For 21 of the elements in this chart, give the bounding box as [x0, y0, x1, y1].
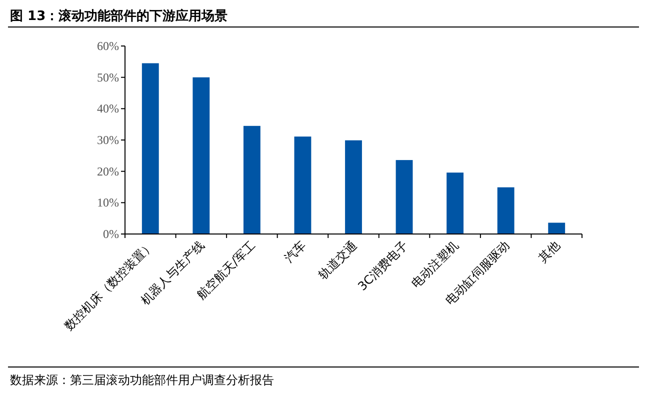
bar — [446, 172, 464, 234]
y-tick-label: 60% — [97, 39, 119, 53]
bar — [192, 77, 210, 234]
x-tick-label: 轨道交通 — [316, 238, 360, 282]
bar — [497, 187, 514, 234]
bar — [396, 160, 413, 234]
y-tick-label: 10% — [97, 196, 119, 210]
bar — [142, 63, 159, 234]
y-tick-label: 20% — [97, 164, 119, 178]
x-tick-label: 汽车 — [282, 238, 309, 266]
bar — [345, 140, 362, 234]
x-tick-label: 其他 — [536, 238, 563, 266]
y-tick-label: 40% — [97, 102, 119, 116]
y-tick-label: 0% — [103, 227, 119, 241]
source-note: 数据来源：第三届滚动功能部件用户调查分析报告 — [10, 373, 274, 387]
bar — [548, 222, 566, 234]
bar — [294, 136, 312, 234]
chart-title: 图 13：滚动功能部件的下游应用场景 — [10, 8, 228, 24]
y-tick-label: 30% — [97, 133, 119, 147]
y-tick-label: 50% — [97, 70, 119, 84]
bar — [243, 126, 260, 234]
